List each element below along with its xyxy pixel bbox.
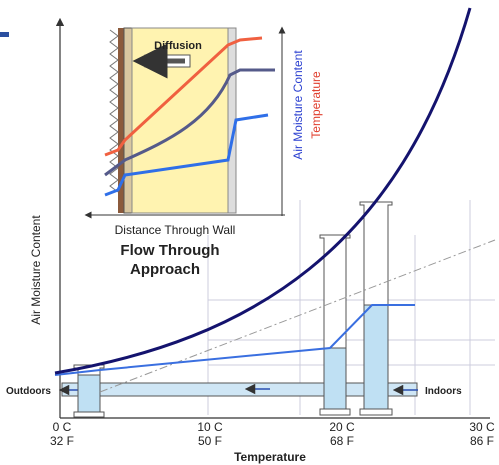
x-tick-label: 0 C [53, 420, 72, 434]
inset-arrow-label: Diffusion [154, 40, 202, 52]
saturation-curve [54, 7, 472, 375]
inset-x-label: Distance Through Wall [115, 223, 236, 237]
x-axis-label: Temperature [234, 450, 306, 464]
caption: Approach [130, 261, 200, 278]
outdoors-label: Outdoors [6, 386, 51, 397]
inset-legend: Air Moisture Content [291, 50, 305, 160]
x-tick-label: 32 F [50, 434, 74, 448]
x-tick-label: 86 F [470, 434, 494, 448]
corner-mark [0, 32, 9, 37]
inset-legend: Temperature [309, 71, 323, 139]
caption: Flow Through [120, 242, 219, 259]
wall-inset [84, 26, 286, 219]
columns [73, 201, 393, 418]
x-tick-label: 30 C [469, 420, 495, 434]
indoors-label: Indoors [425, 386, 462, 397]
saturation-line [99, 239, 496, 393]
moisture-line [54, 304, 415, 376]
x-ticks: 0 C32 F 10 C50 F 20 C68 F 30 C86 F [50, 420, 495, 448]
x-tick-label: 50 F [198, 434, 222, 448]
grid [207, 200, 495, 415]
x-tick-label: 68 F [330, 434, 354, 448]
y-axis-label: Air Moisture Content [29, 215, 43, 325]
x-tick-label: 10 C [197, 420, 223, 434]
x-tick-label: 20 C [329, 420, 355, 434]
